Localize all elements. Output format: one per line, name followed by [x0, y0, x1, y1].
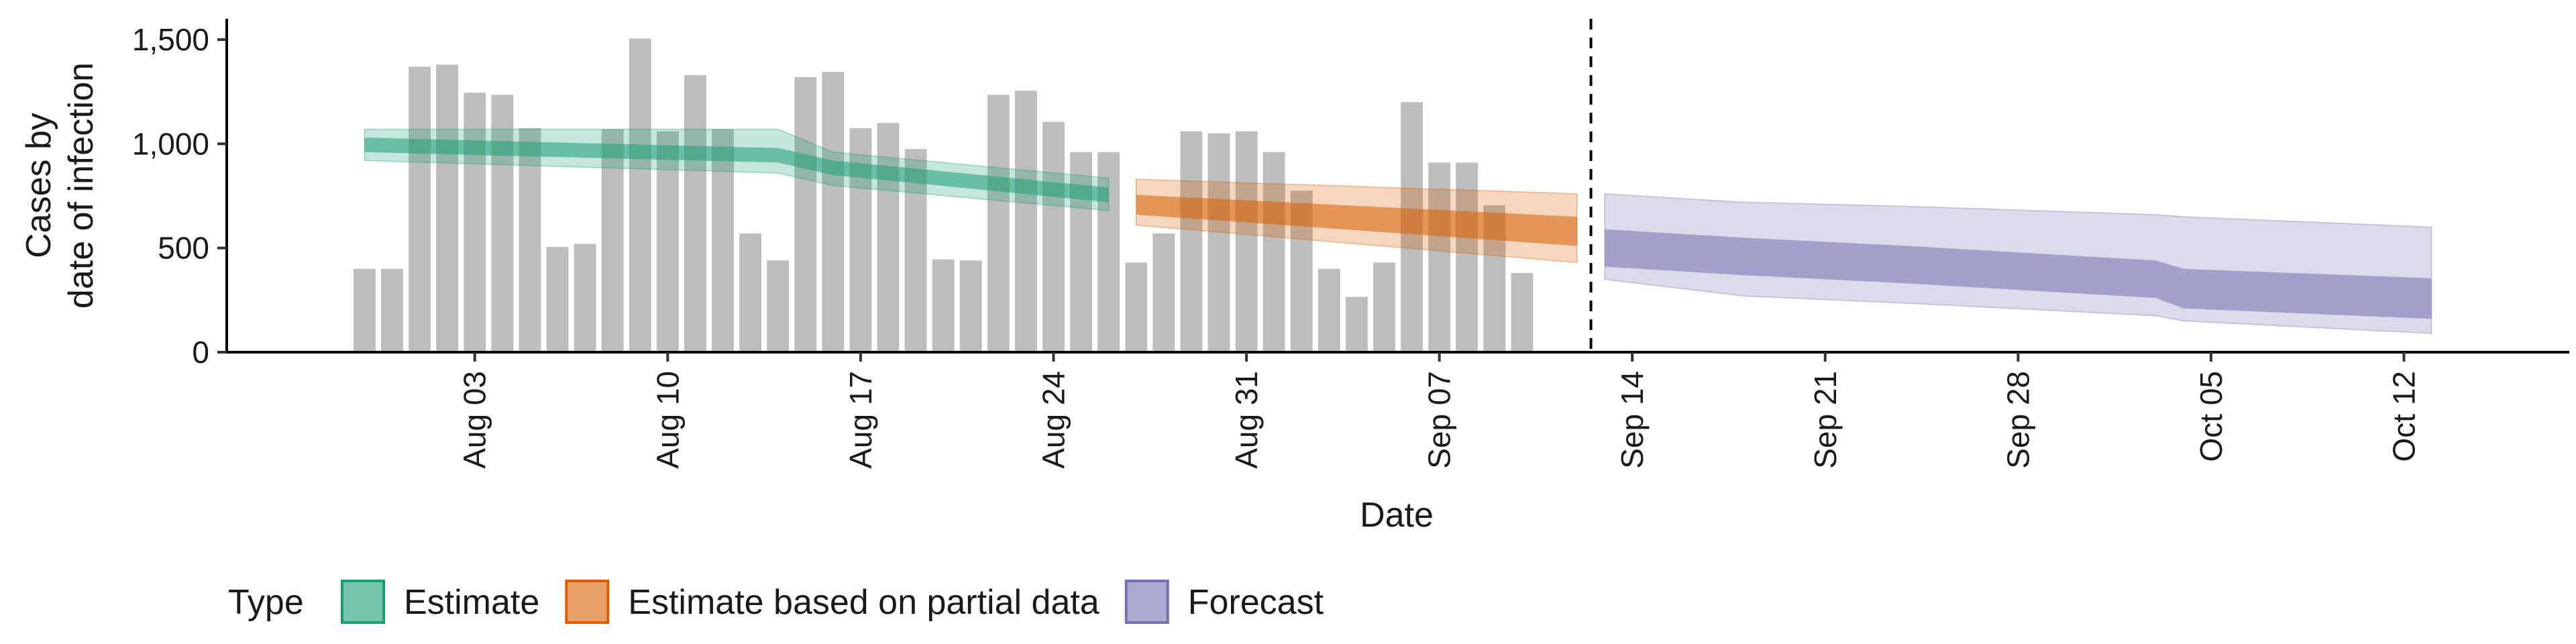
- legend-items: Estimate Estimate based on partial data Fo…: [341, 580, 1324, 624]
- bar: [1180, 131, 1203, 353]
- bar: [932, 259, 955, 352]
- y-tick-label: 1,500: [132, 22, 209, 57]
- y-tick-label: 1,000: [132, 126, 209, 161]
- x-tick-label: Oct 12: [2387, 371, 2422, 462]
- bar: [959, 260, 982, 352]
- x-tick-label: Sep 07: [1422, 371, 1457, 469]
- y-axis-label-line-2: date of infection: [62, 62, 101, 309]
- bar: [712, 129, 734, 352]
- legend-title: Type: [228, 583, 304, 622]
- bar: [1263, 152, 1285, 353]
- y-tick-label: 0: [192, 335, 209, 370]
- ribbons-layer: [364, 128, 2432, 334]
- bar: [1042, 121, 1065, 352]
- bar: [1208, 133, 1230, 352]
- legend-label: Estimate: [404, 583, 539, 622]
- bar: [1373, 262, 1395, 352]
- estimate-based-on-partial-data-inner-band: [1136, 195, 1577, 246]
- x-tick-label: Aug 10: [650, 371, 685, 469]
- bar: [491, 95, 514, 353]
- legend-swatch: [341, 580, 385, 624]
- bar: [739, 233, 761, 352]
- bar: [877, 123, 900, 352]
- x-tick-label: Oct 05: [2194, 371, 2229, 462]
- bar: [684, 74, 706, 353]
- axes: 0 500 1,000 1,500 Aug 03 Aug 10 Aug 17 Aug 24 Au…: [132, 19, 2569, 469]
- bar: [767, 260, 790, 352]
- legend-swatch: [565, 580, 610, 624]
- bar: [546, 247, 569, 352]
- bar: [1345, 297, 1368, 352]
- bar: [381, 268, 403, 352]
- forecast-inner-band: [1605, 229, 2432, 319]
- x-axis-label: Date: [1360, 496, 1434, 535]
- x-tick-label: Aug 17: [843, 371, 878, 469]
- bar: [1235, 131, 1258, 353]
- estimate-inner-band: [364, 138, 1109, 203]
- x-tick-label: Sep 21: [1808, 371, 1843, 469]
- legend-label: Estimate based on partial data: [628, 583, 1099, 622]
- x-tick-label: Aug 31: [1229, 371, 1264, 469]
- legend-swatch: [1124, 580, 1169, 624]
- bar: [1014, 91, 1037, 352]
- bar: [519, 128, 541, 352]
- x-tick-label: Aug 24: [1036, 371, 1071, 469]
- bar: [1097, 152, 1120, 353]
- x-tick-label: Sep 14: [1615, 371, 1650, 469]
- bar: [1318, 268, 1340, 352]
- y-tick-label: 500: [158, 231, 209, 266]
- bar: [656, 131, 679, 353]
- bar: [353, 268, 376, 352]
- bar: [436, 64, 459, 353]
- bar: [1428, 162, 1451, 353]
- bar: [601, 129, 624, 352]
- legend: Type Estimate Estimate based on partial d…: [228, 580, 1324, 624]
- x-tick-label: Sep 28: [2000, 371, 2035, 469]
- bar: [987, 95, 1010, 353]
- legend-label: Forecast: [1188, 583, 1324, 622]
- bar: [464, 93, 486, 352]
- bar: [1511, 272, 1534, 352]
- bar: [629, 38, 651, 353]
- y-axis-label-line-1: Cases by: [19, 113, 58, 258]
- bar: [1125, 262, 1148, 352]
- x-tick-label: Aug 03: [458, 371, 492, 469]
- y-axis-label: Cases by date of infection: [19, 62, 101, 309]
- bar: [794, 76, 817, 352]
- bar: [409, 66, 431, 352]
- bar: [1152, 233, 1175, 352]
- bar: [1456, 162, 1479, 353]
- bar: [574, 244, 596, 352]
- bar: [822, 72, 845, 352]
